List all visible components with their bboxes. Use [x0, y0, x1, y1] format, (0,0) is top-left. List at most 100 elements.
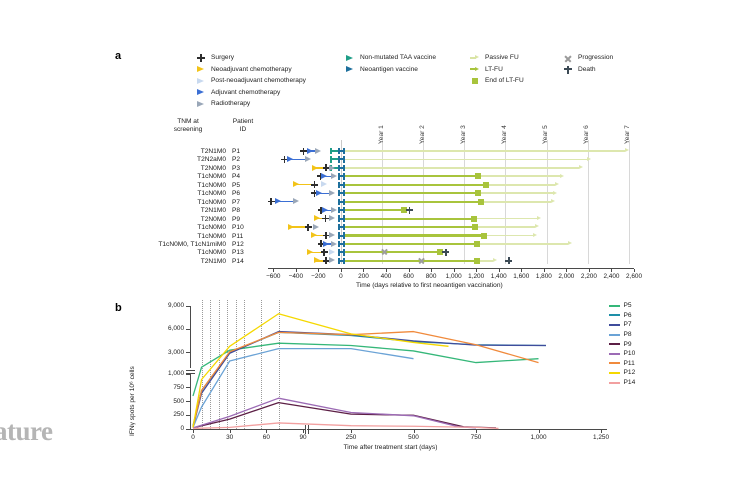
legend-item-end-of-lt-fu: End of LT-FU — [470, 75, 524, 87]
legend-item-p14[interactable]: P14 — [609, 378, 635, 388]
legend-label: End of LT-FU — [485, 77, 524, 84]
legend-item-p6[interactable]: P6 — [609, 311, 635, 321]
therapy-marker — [328, 215, 335, 222]
legend-item-p9[interactable]: P9 — [609, 339, 635, 349]
x-tick-label: 30 — [226, 434, 234, 441]
x-axis-break-mark — [308, 425, 309, 434]
legend-item-p10[interactable]: P10 — [609, 349, 635, 359]
panel-b-x-axis-right — [307, 429, 607, 430]
vertical-gridline — [235, 300, 237, 429]
triangle-right-icon-shape — [197, 100, 204, 107]
square-icon — [470, 75, 481, 86]
plus-icon — [196, 52, 207, 63]
x-tick — [386, 268, 387, 272]
therapy-marker — [328, 232, 335, 239]
surgery-marker — [322, 164, 330, 172]
passive-fu-arrow-icon — [537, 216, 542, 220]
legend-item-p12[interactable]: P12 — [609, 368, 635, 378]
legend-item-p11[interactable]: P11 — [609, 359, 635, 369]
row-label-tnm-p1: T2N1M0 — [200, 148, 226, 155]
row-label-tnm-p10: T1cN0M0 — [197, 224, 226, 232]
therapy-marker — [328, 164, 335, 171]
x-tick-label: 90 — [299, 434, 307, 441]
legend-label: P5 — [623, 302, 632, 310]
legend-item-p5[interactable]: P5 — [609, 301, 635, 311]
x-tick — [351, 430, 352, 433]
legend-item-p7[interactable]: P7 — [609, 320, 635, 330]
legend-item-p8[interactable]: P8 — [609, 330, 635, 340]
x-tick-label: 2,600 — [626, 272, 642, 280]
end-of-lt-fu-marker — [483, 181, 490, 188]
year-label-2: Year 2 — [418, 125, 426, 144]
y-tick-label: 1,000 — [168, 370, 184, 377]
passive-fu-bar — [481, 200, 551, 203]
panel-b-y-axis-lower — [190, 374, 191, 429]
legend-column-vaccines: Non-mutated TAA vaccine Neoantigen vaccin… — [345, 52, 436, 75]
surgery-marker — [317, 240, 325, 248]
x-mark-icon-shape — [564, 55, 572, 63]
surgery-marker — [322, 215, 330, 223]
end-of-lt-fu-marker — [475, 173, 482, 180]
x-tick — [543, 268, 545, 272]
x-tick — [588, 268, 590, 272]
neoantigen-vaccine-bar — [338, 226, 345, 229]
row-label-patient-p2: P2 — [232, 156, 241, 164]
lt-fu-bar — [345, 259, 478, 262]
x-tick-label: 1,800 — [535, 272, 552, 280]
triangle-right-icon — [196, 75, 207, 86]
taa-vaccine-bar — [330, 158, 340, 161]
legend-label: P11 — [623, 359, 635, 367]
neoantigen-vaccine-tick — [338, 240, 340, 248]
triangle-right-icon — [196, 64, 207, 75]
x-tick-label: −400 — [288, 272, 304, 280]
treatment-line-neoadjuvant — [288, 226, 308, 228]
triangle-right-icon-shape — [346, 54, 353, 61]
neoantigen-vaccine-tick — [343, 223, 345, 231]
passive-fu-arrow-icon — [586, 156, 591, 161]
taa-vaccine-bar — [330, 166, 340, 169]
surgery-marker — [322, 257, 330, 265]
passive-fu-bar — [475, 217, 538, 220]
end-of-lt-fu-marker — [474, 257, 481, 264]
neoantigen-vaccine-tick — [338, 206, 340, 214]
legend-label: Radiotherapy — [211, 100, 251, 107]
row-label-patient-p10: P10 — [232, 224, 244, 232]
treatment-line-adjuvant — [285, 158, 308, 161]
legend-item-non-mutated-taa-vaccine: Non-mutated TAA vaccine — [345, 52, 436, 64]
x-tick — [266, 430, 268, 433]
y-tick — [186, 387, 190, 389]
therapy-marker — [274, 198, 281, 205]
neoantigen-vaccine-tick — [338, 147, 340, 155]
x-tick — [303, 430, 304, 433]
neoantigen-vaccine-bar — [338, 234, 345, 237]
neoantigen-vaccine-bar — [338, 200, 345, 203]
legend-swatch-p8 — [609, 333, 620, 336]
surgery-marker — [281, 155, 289, 163]
x-tick — [476, 430, 477, 433]
x-tick — [408, 268, 410, 272]
x-tick-label: 250 — [345, 434, 357, 441]
row-label-tnm-p5: T1cN0M0 — [197, 181, 226, 189]
legend-label: P7 — [623, 321, 632, 329]
triangle-right-icon — [345, 52, 356, 63]
legend-label: P14 — [623, 379, 636, 387]
therapy-marker — [312, 223, 319, 230]
x-tick — [453, 268, 455, 272]
therapy-marker — [305, 156, 312, 163]
treatment-line-neoadjuvant — [308, 251, 323, 254]
passive-fu-bar — [478, 192, 553, 195]
neoantigen-vaccine-tick — [338, 181, 340, 188]
row-label-patient-p5: P5 — [232, 181, 241, 189]
header-tnm-line1: TNM at — [177, 118, 199, 125]
y-tick — [186, 373, 190, 375]
neoantigen-vaccine-bar — [338, 183, 345, 186]
neoantigen-vaccine-bar — [338, 175, 345, 178]
panel-b-letter: b — [115, 302, 122, 314]
passive-fu-bar — [345, 150, 625, 152]
therapy-marker — [321, 181, 327, 188]
surgery-marker — [320, 248, 328, 256]
row-label-patient-p6: P6 — [232, 190, 241, 198]
x-tick-label: 800 — [425, 272, 437, 280]
legend-label: LT-FU — [485, 65, 503, 73]
x-tick-label: 600 — [403, 272, 414, 280]
